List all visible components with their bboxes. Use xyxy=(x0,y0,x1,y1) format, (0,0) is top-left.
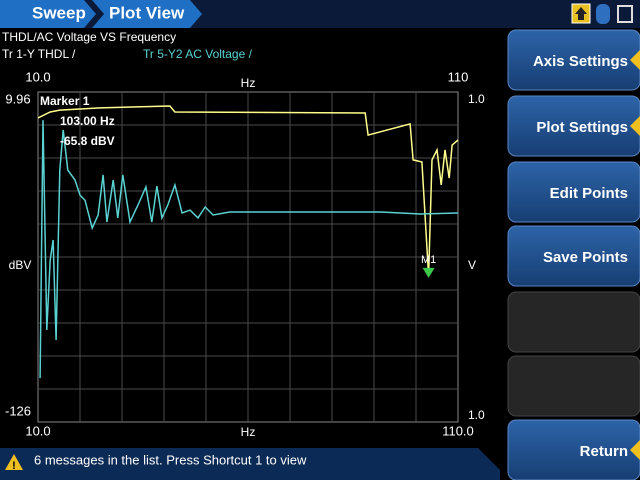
y-tick-label: -126 xyxy=(5,403,31,418)
series-line xyxy=(39,120,459,379)
home-glyph xyxy=(575,7,587,20)
menu-button-label: Save Points xyxy=(543,249,628,266)
submenu-indicator xyxy=(630,50,640,70)
warning-glyph: ! xyxy=(12,460,16,472)
tab-sweep[interactable] xyxy=(0,0,96,28)
x-tick-label: 110.0 xyxy=(442,423,474,438)
marker-value: -65.8 dBV xyxy=(60,134,115,148)
warning-icon xyxy=(5,454,23,470)
legend-entry: Tr 1-Y THDL / xyxy=(2,47,76,61)
submenu-indicator xyxy=(630,116,640,136)
menu-button[interactable] xyxy=(507,29,640,91)
marker-frequency: 103.00 Hz xyxy=(60,114,115,128)
y2-tick-label: 1.0 xyxy=(468,92,485,106)
x-tick-label: 10.0 xyxy=(25,423,50,438)
tab-label: Plot View xyxy=(109,3,185,22)
y-tick-label: 9.96 xyxy=(5,91,30,106)
x-axis-label: Hz xyxy=(241,76,256,90)
tab-plot-view[interactable] xyxy=(92,0,202,28)
menu-button-empty xyxy=(507,355,640,417)
y-axis-label: dBV xyxy=(9,258,32,272)
legend-entry: Tr 5-Y2 AC Voltage / xyxy=(143,47,253,61)
status-bar xyxy=(0,448,500,480)
y2-tick-label: 1.0 xyxy=(468,408,485,422)
menu-button[interactable] xyxy=(507,95,640,157)
marker-symbol[interactable] xyxy=(422,267,435,278)
submenu-indicator xyxy=(630,440,640,460)
series-line xyxy=(37,105,459,276)
chart-title: THDL/AC Voltage VS Frequency xyxy=(2,30,176,44)
x-tick-label: 110 xyxy=(448,69,469,84)
menu-button[interactable] xyxy=(507,161,640,223)
x-axis-label: Hz xyxy=(241,425,256,439)
menu-button-label: Return xyxy=(580,443,628,460)
bluetooth-icon xyxy=(596,4,610,24)
x-tick-label: 10.0 xyxy=(25,69,50,84)
menu-button[interactable] xyxy=(507,225,640,287)
marker-title: Marker 1 xyxy=(40,94,90,108)
marker-label: M1 xyxy=(421,254,436,266)
usb-icon xyxy=(617,5,633,23)
status-message[interactable]: 6 messages in the list. Press Shortcut 1… xyxy=(34,452,307,467)
menu-button-label: Plot Settings xyxy=(536,119,628,136)
menu-button-empty xyxy=(507,291,640,353)
menu-button[interactable] xyxy=(507,419,640,480)
y2-axis-label: V xyxy=(468,258,476,272)
menu-button-label: Edit Points xyxy=(550,185,628,202)
menu-button-label: Axis Settings xyxy=(533,53,628,70)
tab-label: Sweep xyxy=(32,3,86,22)
